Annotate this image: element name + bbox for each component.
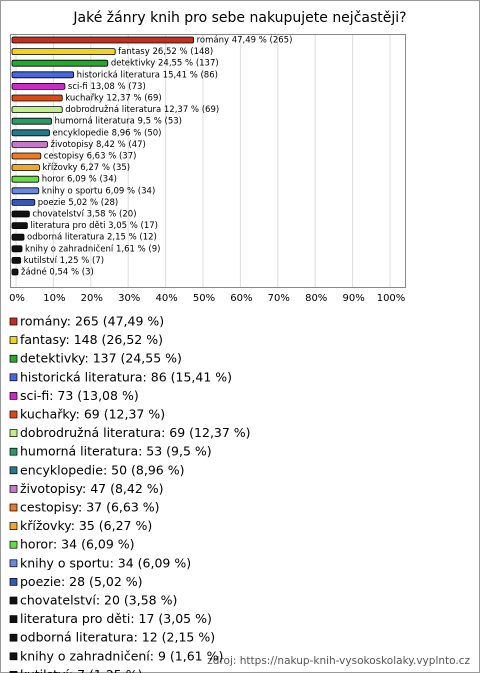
chart-title: Jaké žánry knih pro sebe nakupujete nejč… bbox=[72, 10, 406, 26]
x-tick-label: 30% bbox=[118, 293, 140, 304]
legend-label: encyklopedie: 50 (8,96 %) bbox=[20, 462, 184, 477]
bar bbox=[11, 83, 66, 90]
data-label: fantasy 26,52 % (148) bbox=[118, 47, 213, 57]
x-tick-label: 0% bbox=[9, 293, 25, 304]
legend-swatch bbox=[9, 503, 18, 512]
bar bbox=[11, 187, 40, 195]
legend-swatch bbox=[9, 596, 18, 605]
data-label: detektivky 24,55 % (137) bbox=[111, 59, 219, 69]
bar bbox=[11, 152, 42, 160]
bar bbox=[11, 106, 63, 113]
legend-swatch bbox=[9, 652, 18, 661]
legend-label: historická literatura: 86 (15,41 %) bbox=[20, 369, 232, 384]
legend-label: odborná literatura: 12 (2,15 %) bbox=[20, 630, 215, 645]
legend-swatch bbox=[9, 317, 18, 326]
data-label: historická literatura 15,41 % (86) bbox=[77, 70, 218, 80]
data-label: žádné 0,54 % (3) bbox=[21, 267, 94, 278]
bar bbox=[11, 48, 116, 55]
x-tick-label: 50% bbox=[193, 293, 215, 304]
bar bbox=[11, 59, 109, 67]
legend-swatch bbox=[9, 559, 18, 568]
data-label: cestopisy 6,63 % (37) bbox=[44, 152, 137, 162]
x-tick-label: 80% bbox=[305, 293, 327, 304]
data-label: kuchařky 12,37 % (69) bbox=[65, 94, 161, 104]
legend-label: detektivky: 137 (24,55 %) bbox=[20, 351, 182, 366]
bar bbox=[11, 36, 195, 44]
legend-swatch bbox=[9, 466, 18, 475]
legend-label: cestopisy: 37 (6,63 %) bbox=[20, 500, 160, 515]
legend-label: humorná literatura: 53 (9,5 %) bbox=[20, 444, 212, 459]
legend-swatch bbox=[9, 373, 18, 382]
legend-label: kuchařky: 69 (12,37 %) bbox=[20, 407, 165, 422]
legend-label: životopisy: 47 (8,42 %) bbox=[20, 481, 164, 496]
legend-swatch bbox=[9, 410, 18, 419]
legend-label: romány: 265 (47,49 %) bbox=[20, 314, 164, 329]
data-label: křížovky 6,27 % (35) bbox=[42, 163, 130, 173]
bar bbox=[11, 198, 36, 206]
bar bbox=[11, 268, 19, 276]
data-label: poezie 5,02 % (28) bbox=[38, 198, 118, 208]
data-label: humorná literatura 9,5 % (53) bbox=[55, 117, 182, 127]
bar bbox=[11, 94, 63, 102]
bar bbox=[11, 233, 25, 241]
data-label: životopisy 8,42 % (47) bbox=[50, 140, 145, 150]
legend-swatch bbox=[9, 392, 18, 400]
legend-label: chovatelství: 20 (3,58 %) bbox=[20, 593, 177, 608]
legend-swatch bbox=[9, 485, 18, 493]
data-label: chovatelství 3,58 % (20) bbox=[32, 210, 136, 220]
legend-swatch bbox=[9, 540, 18, 549]
legend-label: horor: 34 (6,09 %) bbox=[20, 537, 135, 552]
x-tick-label: 40% bbox=[155, 293, 177, 304]
bar bbox=[11, 245, 23, 253]
data-label: horor 6,09 % (34) bbox=[42, 175, 117, 185]
x-tick-label: 10% bbox=[43, 293, 65, 304]
data-label: knihy o zahradničení 1,61 % (9) bbox=[25, 243, 160, 254]
data-label: kutilství 1,25 % (7) bbox=[24, 256, 104, 266]
legend-label: knihy o zahradničení: 9 (1,61 %) bbox=[20, 648, 223, 663]
bar bbox=[11, 140, 48, 148]
data-label: dobrodružná literatura 12,37 % (69) bbox=[65, 105, 219, 115]
bar bbox=[11, 256, 22, 264]
bar bbox=[11, 164, 40, 172]
data-label: encyklopedie 8,96 % (50) bbox=[53, 128, 162, 138]
bar bbox=[11, 175, 40, 183]
data-label: knihy o sportu 6,09 % (34) bbox=[42, 186, 156, 196]
legend-swatch bbox=[9, 354, 18, 363]
legend-label: dobrodružná literatura: 69 (12,37 %) bbox=[20, 425, 251, 440]
legend-label: poezie: 28 (5,02 %) bbox=[20, 574, 143, 589]
x-tick-label: 90% bbox=[342, 293, 364, 304]
x-tick-label: 60% bbox=[230, 293, 252, 304]
legend-swatch bbox=[9, 671, 18, 673]
legend-label: sci-fi: 73 (13,08 %) bbox=[20, 388, 139, 403]
legend-label: kutilství: 7 (1,25 %) bbox=[20, 667, 142, 673]
bar bbox=[11, 129, 50, 137]
data-label: sci-fi 13,08 % (73) bbox=[68, 82, 146, 92]
x-tick-label: 70% bbox=[268, 293, 290, 304]
bar bbox=[11, 222, 28, 230]
source: zdroj: https://nakup-knih-vysokoskolaky.… bbox=[207, 655, 470, 667]
legend-swatch bbox=[9, 615, 18, 623]
legend-swatch bbox=[9, 522, 18, 530]
legend-label: fantasy: 148 (26,52 %) bbox=[20, 332, 163, 347]
data-label: literatura pro děti 3,05 % (17) bbox=[30, 221, 158, 231]
x-tick-label: 20% bbox=[81, 293, 103, 304]
data-label: odborná literatura 2,15 % (12) bbox=[27, 233, 157, 243]
plot-area bbox=[10, 34, 406, 288]
legend-swatch bbox=[9, 429, 18, 437]
data-label: romány 47,49 % (265) bbox=[197, 36, 293, 46]
legend-swatch bbox=[9, 578, 18, 586]
legend-swatch bbox=[9, 633, 18, 642]
x-tick-label: 100% bbox=[377, 293, 406, 304]
bar bbox=[11, 71, 75, 79]
bar bbox=[11, 117, 52, 125]
legend-swatch bbox=[9, 447, 18, 456]
legend-label: literatura pro děti: 17 (3,05 %) bbox=[20, 611, 212, 626]
legend-swatch bbox=[9, 336, 18, 344]
legend-label: knihy o sportu: 34 (6,09 %) bbox=[20, 555, 191, 570]
legend-label: křížovky: 35 (6,27 %) bbox=[20, 518, 152, 533]
bar bbox=[11, 210, 30, 218]
